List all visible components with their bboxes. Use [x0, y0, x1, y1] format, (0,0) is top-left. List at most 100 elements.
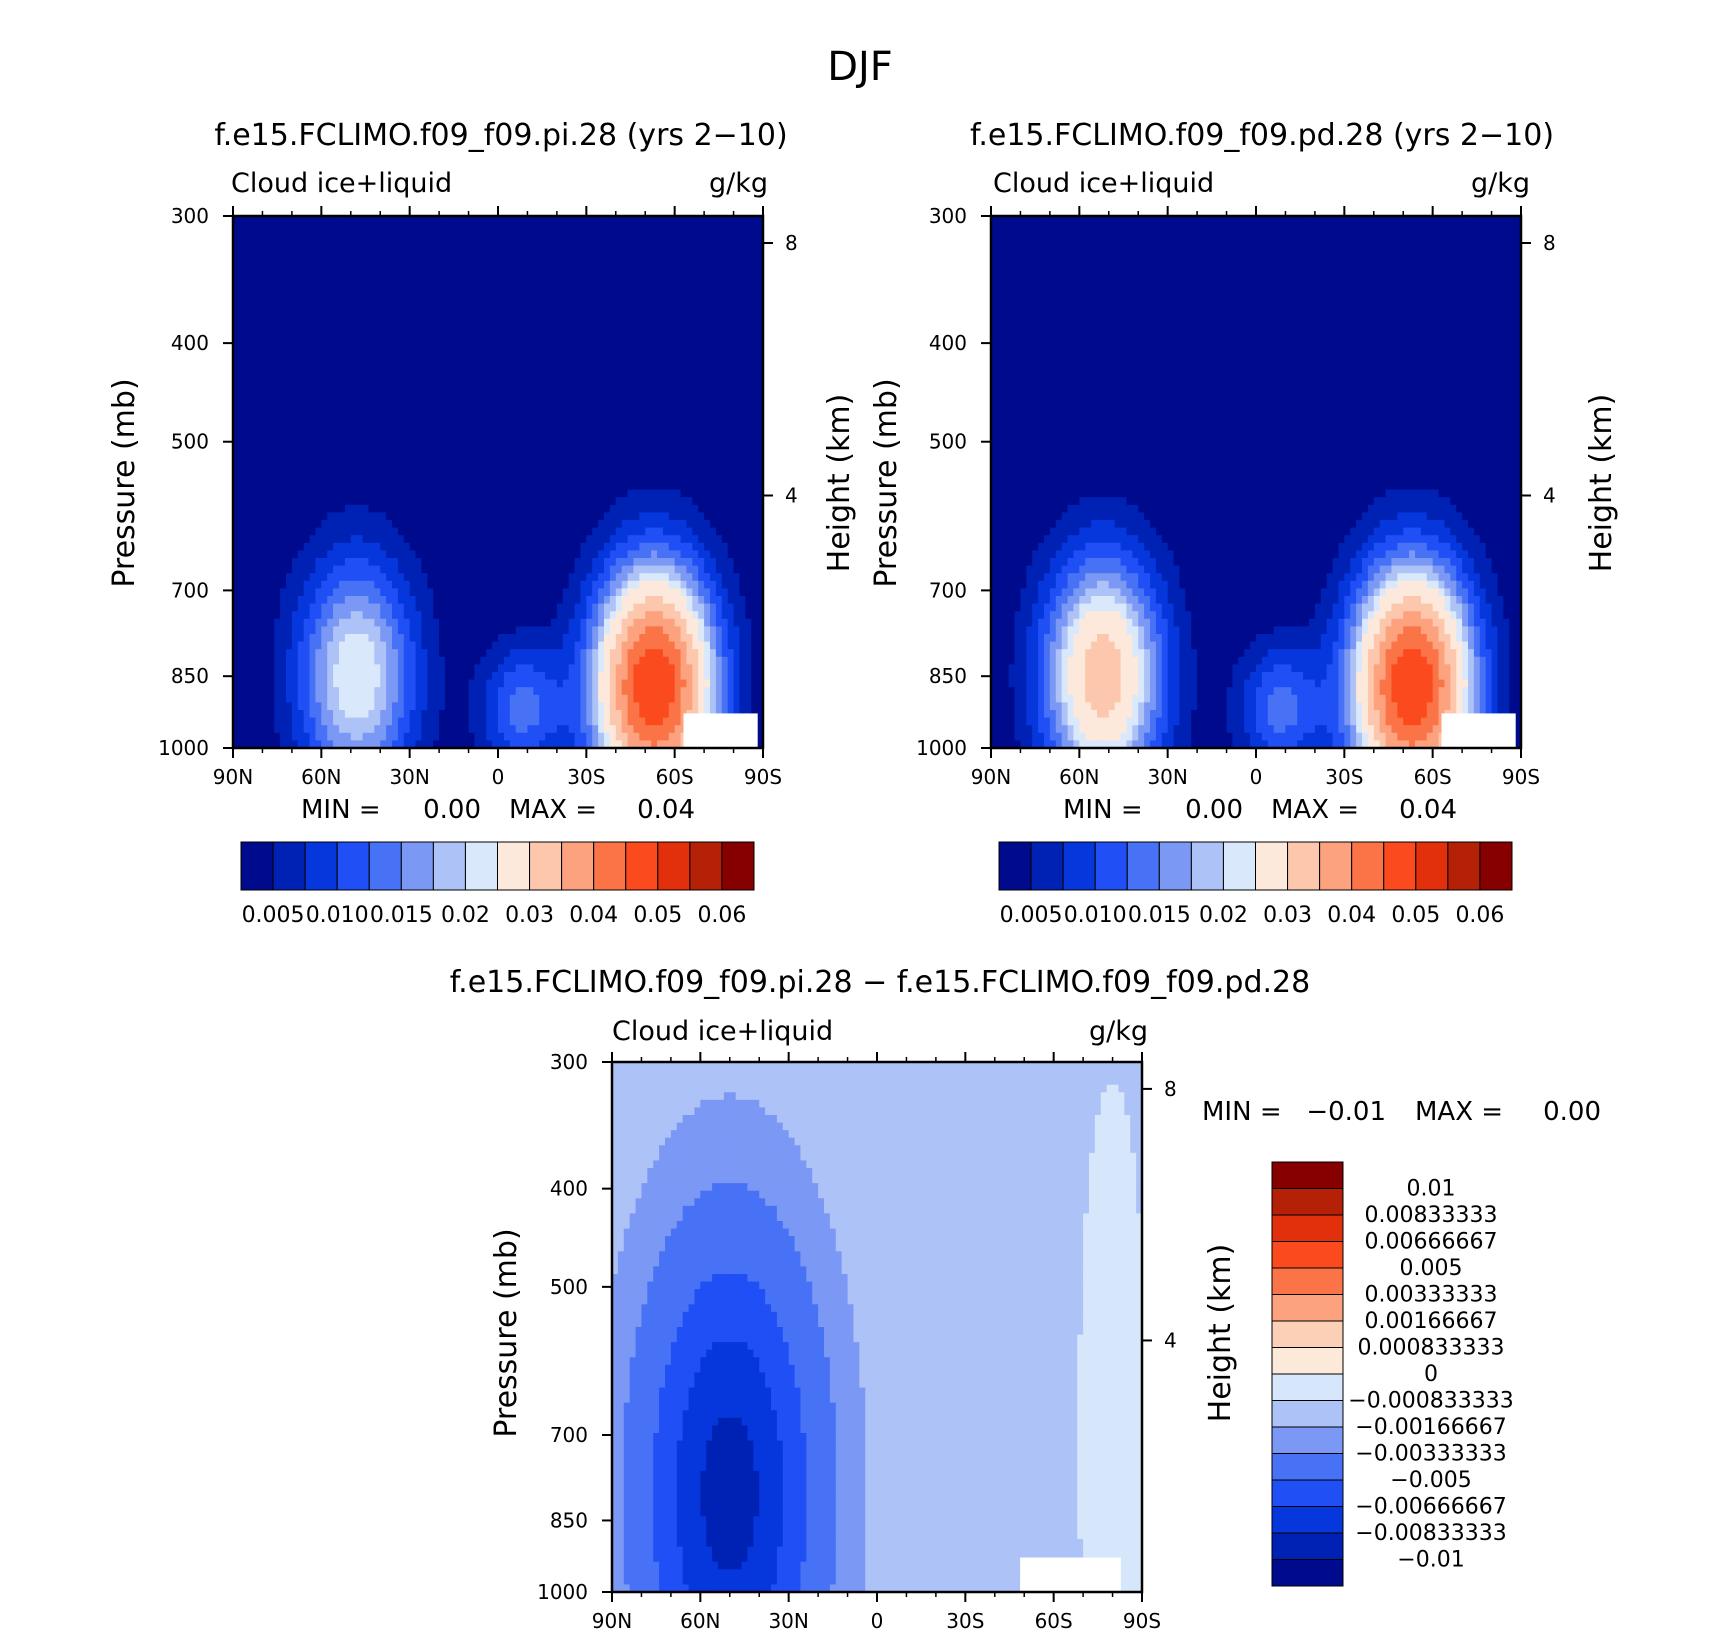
x-tick-label: 30S — [567, 765, 605, 789]
figure: DJF f.e15.FCLIMO.f09_f09.pi.28 (yrs 2−10… — [0, 0, 1710, 1636]
panel-diff-y2label: Height (km) — [1203, 1244, 1238, 1423]
panel-pd-colorbar: 0.005 0.010 0.015 0.02 0.03 0.04 0.05 0.06 — [999, 842, 1512, 928]
panel-pi-min-label: MIN = — [301, 795, 381, 825]
x-tick-label: 0 — [492, 765, 505, 789]
colorbar-box — [1272, 1560, 1343, 1587]
x-tick-label: 60S — [1414, 765, 1452, 789]
colorbar-label: 0.04 — [1327, 903, 1376, 928]
colorbar-label: 0.05 — [1391, 903, 1440, 928]
x-tick-label: 60N — [1059, 765, 1099, 789]
colorbar-box — [1272, 1348, 1343, 1375]
colorbar-label: 0 — [1424, 1362, 1438, 1387]
x-tick-label: 0 — [1250, 765, 1263, 789]
colorbar-box — [1272, 1480, 1343, 1507]
missing-data-mask — [1442, 713, 1516, 748]
panel-pi: f.e15.FCLIMO.f09_f09.pi.28 (yrs 2−10) Cl… — [107, 118, 857, 928]
colorbar-box — [722, 842, 754, 890]
colorbar-box — [1256, 842, 1288, 890]
missing-data-mask — [1020, 1558, 1121, 1592]
panel-diff-contour-plot — [612, 1062, 1143, 1593]
colorbar-box — [1031, 842, 1063, 890]
y2-tick-label: 4 — [1543, 484, 1556, 508]
colorbar-box — [1272, 1401, 1343, 1428]
colorbar-label: 0.005 — [1000, 903, 1063, 928]
panel-pi-y2label: Height (km) — [822, 394, 857, 573]
colorbar-label: 0.05 — [633, 903, 682, 928]
panel-diff-max-label: MAX = — [1415, 1097, 1503, 1127]
missing-data-mask — [684, 713, 758, 748]
x-tick-label: 60S — [1035, 1609, 1073, 1633]
colorbar-label: 0.02 — [441, 903, 490, 928]
panel-diff-left-label: Cloud ice+liquid — [612, 1016, 833, 1047]
colorbar-box — [1288, 842, 1320, 890]
colorbar-label: 0.01 — [1407, 1177, 1456, 1202]
colorbar-box — [1272, 1427, 1343, 1454]
y-tick-label: 850 — [929, 664, 967, 688]
colorbar-box — [1272, 1507, 1343, 1534]
x-tick-label: 0 — [871, 1609, 884, 1633]
colorbar-label: 0.00666667 — [1365, 1230, 1498, 1255]
panel-pd-min-label: MIN = — [1063, 795, 1143, 825]
colorbar-box — [1352, 842, 1384, 890]
panel-diff-colorbar: 0.010.008333330.006666670.0050.003333330… — [1272, 1162, 1514, 1586]
colorbar-box — [1159, 842, 1191, 890]
colorbar-label: 0.00833333 — [1365, 1203, 1498, 1228]
x-tick-label: 30N — [768, 1609, 808, 1633]
colorbar-box — [1272, 1215, 1343, 1242]
colorbar-label: 0.04 — [569, 903, 618, 928]
panel-pi-right-label: g/kg — [709, 168, 768, 199]
colorbar-label: −0.01 — [1397, 1548, 1464, 1573]
colorbar-box — [1272, 1321, 1343, 1348]
colorbar-label: 0.005 — [1400, 1256, 1463, 1281]
x-tick-label: 60N — [301, 765, 341, 789]
colorbar-box — [273, 842, 305, 890]
y2-tick-label: 8 — [1164, 1077, 1177, 1101]
colorbar-label: 0.015 — [1128, 903, 1191, 928]
panel-pi-left-label: Cloud ice+liquid — [231, 168, 452, 199]
colorbar-box — [999, 842, 1031, 890]
y-tick-label: 300 — [171, 204, 209, 228]
panel-pd-contour-plot — [991, 216, 1522, 749]
colorbar-box — [594, 842, 626, 890]
x-tick-label: 90S — [1123, 1609, 1161, 1633]
x-tick-label: 60S — [656, 765, 694, 789]
panel-diff-right-label: g/kg — [1089, 1016, 1148, 1047]
colorbar-box — [1272, 1533, 1343, 1560]
y-tick-label: 700 — [171, 578, 209, 602]
y-tick-label: 400 — [929, 331, 967, 355]
y-tick-label: 1000 — [158, 736, 209, 760]
panel-pi-colorbar: 0.005 0.010 0.015 0.02 0.03 0.04 0.05 0.06 — [241, 842, 754, 928]
colorbar-box — [1416, 842, 1448, 890]
colorbar-box — [1272, 1242, 1343, 1269]
panel-pd-right-label: g/kg — [1471, 168, 1530, 199]
colorbar-label: 0.005 — [242, 903, 305, 928]
panel-pd-max-value: 0.04 — [1399, 795, 1457, 825]
y-tick-label: 400 — [171, 331, 209, 355]
panel-diff-max-value: 0.00 — [1543, 1097, 1601, 1127]
colorbar-box — [1127, 842, 1159, 890]
colorbar-label: −0.00666667 — [1355, 1495, 1506, 1520]
panel-diff-ylabel: Pressure (mb) — [489, 1228, 524, 1437]
panel-pd: f.e15.FCLIMO.f09_f09.pd.28 (yrs 2−10) Cl… — [869, 118, 1619, 928]
x-tick-label: 30S — [946, 1609, 984, 1633]
panel-diff-min-value: −0.01 — [1306, 1097, 1386, 1127]
y-tick-label: 1000 — [537, 1580, 588, 1604]
y-tick-label: 500 — [550, 1275, 588, 1299]
y2-tick-label: 8 — [1543, 231, 1556, 255]
colorbar-label: 0.03 — [1263, 903, 1312, 928]
colorbar-label: −0.00333333 — [1355, 1442, 1506, 1467]
colorbar-box — [1272, 1268, 1343, 1295]
panel-diff-title: f.e15.FCLIMO.f09_f09.pi.28 − f.e15.FCLIM… — [450, 965, 1310, 1000]
colorbar-box — [562, 842, 594, 890]
colorbar-box — [1063, 842, 1095, 890]
colorbar-box — [337, 842, 369, 890]
y-tick-label: 400 — [550, 1177, 588, 1201]
colorbar-label: −0.005 — [1390, 1468, 1471, 1493]
y-tick-label: 300 — [929, 204, 967, 228]
x-tick-label: 90N — [971, 765, 1011, 789]
colorbar-box — [626, 842, 658, 890]
colorbar-box — [498, 842, 530, 890]
colorbar-box — [1320, 842, 1352, 890]
y-tick-label: 500 — [171, 430, 209, 454]
panel-pi-ylabel: Pressure (mb) — [107, 378, 142, 587]
